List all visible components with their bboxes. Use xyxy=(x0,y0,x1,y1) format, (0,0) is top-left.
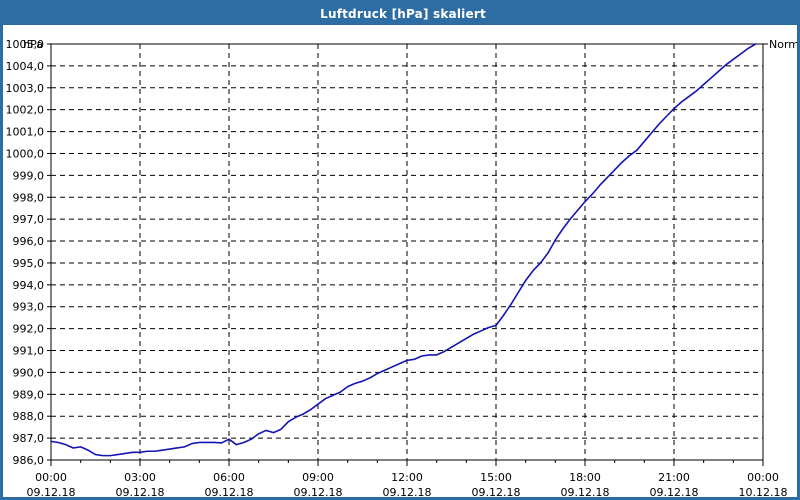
x-tick-label-date: 09.12.18 xyxy=(472,486,521,499)
x-tick-label-date: 09.12.18 xyxy=(116,486,165,499)
y-tick-label: 987,0 xyxy=(13,432,45,445)
series-inline-legend: Normal xyxy=(763,38,797,51)
page-title: Luftdruck [hPa] skaliert xyxy=(320,7,486,21)
y-tick-label: 993,0 xyxy=(13,301,45,314)
series-label-normal: Normal xyxy=(769,38,797,51)
x-tick-label-date: 09.12.18 xyxy=(383,486,432,499)
pressure-line-chart: 1005,0 1004,0 1003,0 1002,0 1001,0 1000,0 999,… xyxy=(6,38,798,499)
y-tick-label: 992,0 xyxy=(13,323,45,336)
y-axis-labels: 1005,0 1004,0 1003,0 1002,0 1001,0 1000,0 999,… xyxy=(6,38,45,467)
y-tick-label: 1001,0 xyxy=(6,126,45,139)
y-axis-unit-label: hPa xyxy=(23,38,43,51)
y-tick-label: 986,0 xyxy=(13,454,45,467)
y-tick-label: 996,0 xyxy=(13,235,45,248)
y-tick-label: 995,0 xyxy=(13,257,45,270)
chart-canvas: 1005,0 1004,0 1003,0 1002,0 1001,0 1000,0 999,… xyxy=(3,25,798,499)
series-line-normal xyxy=(50,43,757,457)
x-tick-label-time: 00:00 xyxy=(747,471,779,484)
x-tick-label-time: 15:00 xyxy=(480,471,512,484)
x-tick-label-time: 18:00 xyxy=(569,471,601,484)
y-tick-label: 1004,0 xyxy=(6,60,45,73)
x-tick-label-time: 12:00 xyxy=(391,471,423,484)
x-tick-label-time: 21:00 xyxy=(658,471,690,484)
x-tick-label-date: 09.12.18 xyxy=(650,486,699,499)
window-title-bar: Luftdruck [hPa] skaliert xyxy=(3,3,797,25)
y-tick-label: 999,0 xyxy=(13,169,45,182)
axis-layer xyxy=(50,43,764,461)
grid-layer xyxy=(51,43,763,461)
x-tick-label-time: 06:00 xyxy=(213,471,245,484)
x-tick-label-time: 09:00 xyxy=(302,471,334,484)
y-tick-label: 998,0 xyxy=(13,191,45,204)
series-layer xyxy=(50,43,757,457)
y-tick-label: 1005,0 xyxy=(6,38,45,51)
x-tick-label-date: 09.12.18 xyxy=(294,486,343,499)
x-axis-labels: 00:00 09.12.18 03:00 09.12.18 06:00 09.12.18 0… xyxy=(27,471,788,499)
y-tick-label: 997,0 xyxy=(13,213,45,226)
y-tick-label: 990,0 xyxy=(13,366,45,379)
y-tick-label: 1003,0 xyxy=(6,82,45,95)
y-tick-label: 989,0 xyxy=(13,388,45,401)
x-tick-label-date: 09.12.18 xyxy=(561,486,610,499)
y-tick-label: 1000,0 xyxy=(6,147,45,160)
x-tick-label-date: 09.12.18 xyxy=(205,486,254,499)
x-tick-label-date: 10.12.18 xyxy=(739,486,788,499)
y-tick-label: 991,0 xyxy=(13,345,45,358)
x-tick-label-date: 09.12.18 xyxy=(27,486,76,499)
y-tick-label: 994,0 xyxy=(13,279,45,292)
y-tick-label: 988,0 xyxy=(13,410,45,423)
plot-frame xyxy=(50,43,764,461)
y-tick-label: 1002,0 xyxy=(6,104,45,117)
x-tick-label-time: 03:00 xyxy=(124,471,156,484)
tick-layer xyxy=(47,43,764,466)
x-tick-label-time: 00:00 xyxy=(35,471,67,484)
